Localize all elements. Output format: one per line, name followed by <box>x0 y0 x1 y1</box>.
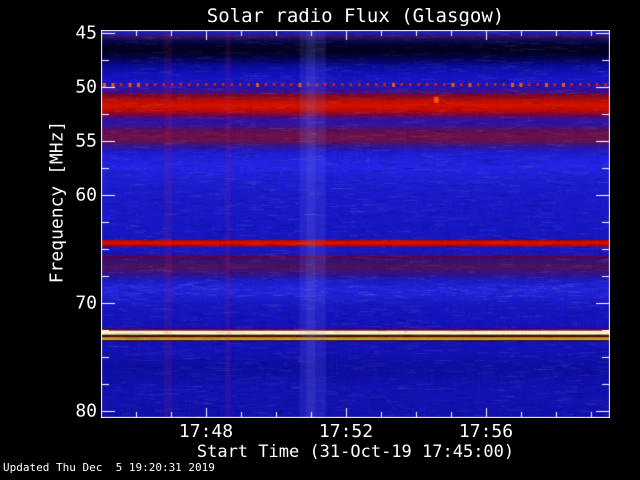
y-tick-label-50: 50 <box>75 76 97 98</box>
y-tick-label-55: 55 <box>75 130 97 152</box>
x-tick-label-1756: 17:56 <box>458 421 514 442</box>
y-tick-label-45: 45 <box>75 22 97 44</box>
x-axis-label: Start Time (31-Oct-19 17:45:00) <box>196 442 515 462</box>
chart-title: Solar radio Flux (Glasgow) <box>206 5 505 27</box>
y-tick-label-60: 60 <box>75 184 97 206</box>
x-tick-label-1752: 17:52 <box>318 421 374 442</box>
spectrogram-canvas <box>101 30 610 418</box>
x-tick-label-1748: 17:48 <box>178 421 234 442</box>
y-tick-label-70: 70 <box>75 292 97 314</box>
updated-timestamp: Updated Thu Dec 5 19:20:31 2019 <box>3 461 215 474</box>
y-tick-label-80: 80 <box>75 400 97 422</box>
